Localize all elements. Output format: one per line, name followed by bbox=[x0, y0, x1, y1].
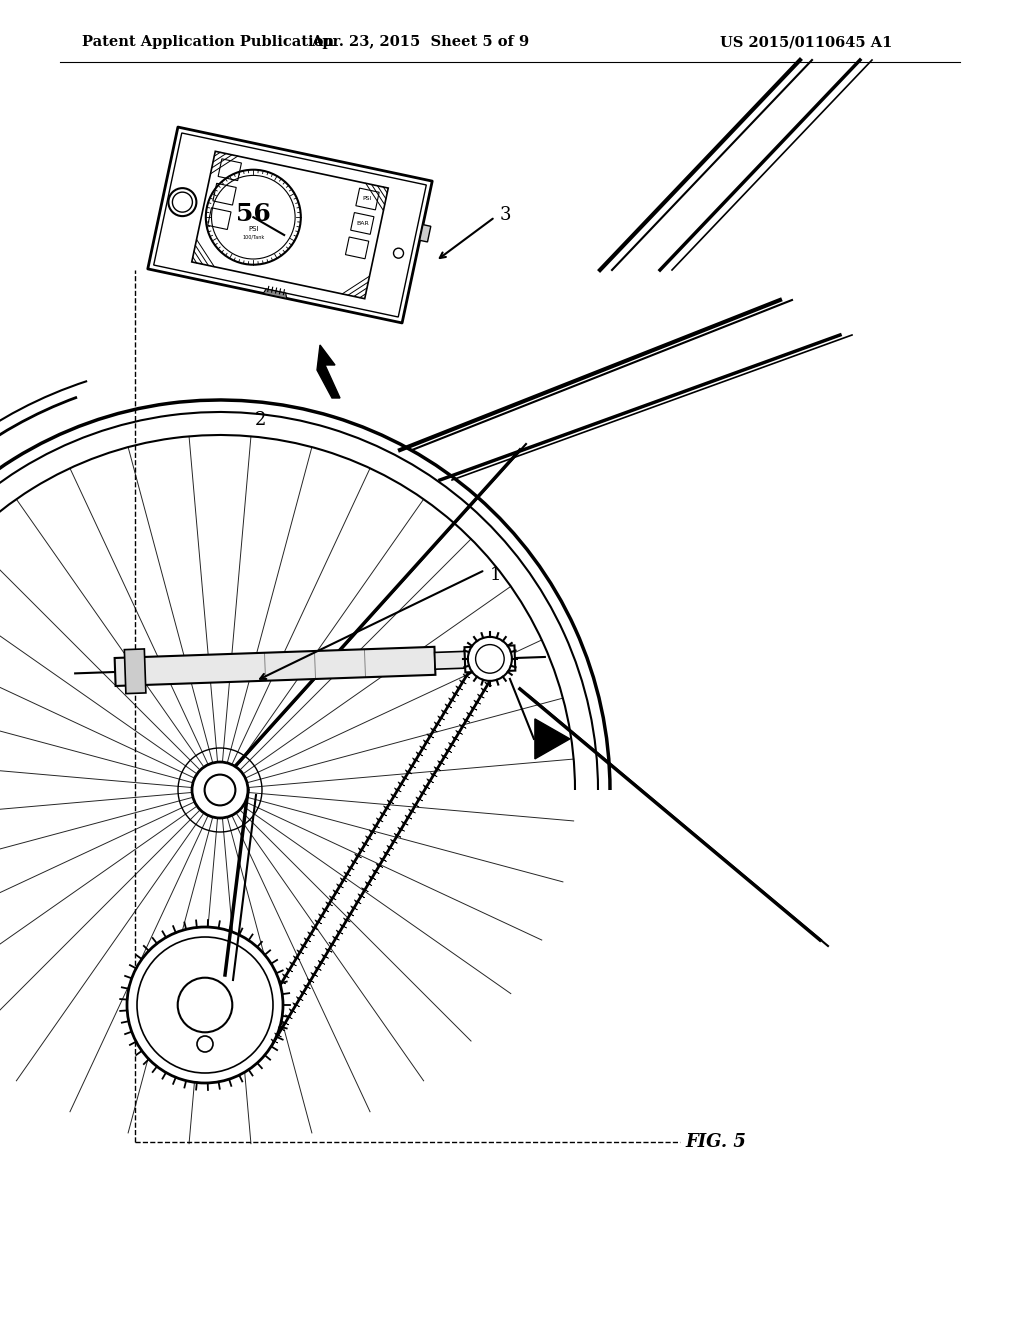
Circle shape bbox=[178, 978, 232, 1032]
Polygon shape bbox=[317, 345, 340, 399]
Text: 56: 56 bbox=[236, 202, 270, 226]
Text: PSI: PSI bbox=[362, 197, 372, 202]
Text: US 2015/0110645 A1: US 2015/0110645 A1 bbox=[720, 36, 892, 49]
Circle shape bbox=[197, 1036, 213, 1052]
Polygon shape bbox=[434, 651, 465, 669]
Circle shape bbox=[193, 762, 248, 818]
Polygon shape bbox=[465, 645, 515, 672]
Polygon shape bbox=[263, 289, 287, 298]
Circle shape bbox=[127, 927, 283, 1082]
Polygon shape bbox=[115, 647, 435, 686]
Circle shape bbox=[468, 636, 512, 681]
Polygon shape bbox=[124, 649, 145, 693]
Text: 100/Tank: 100/Tank bbox=[243, 235, 264, 240]
Text: 3: 3 bbox=[500, 206, 512, 224]
Text: FIG. 5: FIG. 5 bbox=[685, 1133, 745, 1151]
Text: PSI: PSI bbox=[248, 226, 259, 232]
Circle shape bbox=[205, 775, 236, 805]
Text: Patent Application Publication: Patent Application Publication bbox=[82, 36, 334, 49]
Polygon shape bbox=[535, 719, 570, 759]
Text: Apr. 23, 2015  Sheet 5 of 9: Apr. 23, 2015 Sheet 5 of 9 bbox=[311, 36, 529, 49]
Circle shape bbox=[475, 644, 504, 673]
Polygon shape bbox=[420, 224, 431, 242]
Text: BAR: BAR bbox=[356, 220, 369, 226]
Text: 1: 1 bbox=[490, 566, 502, 583]
Text: 2: 2 bbox=[255, 411, 266, 429]
Circle shape bbox=[137, 937, 273, 1073]
